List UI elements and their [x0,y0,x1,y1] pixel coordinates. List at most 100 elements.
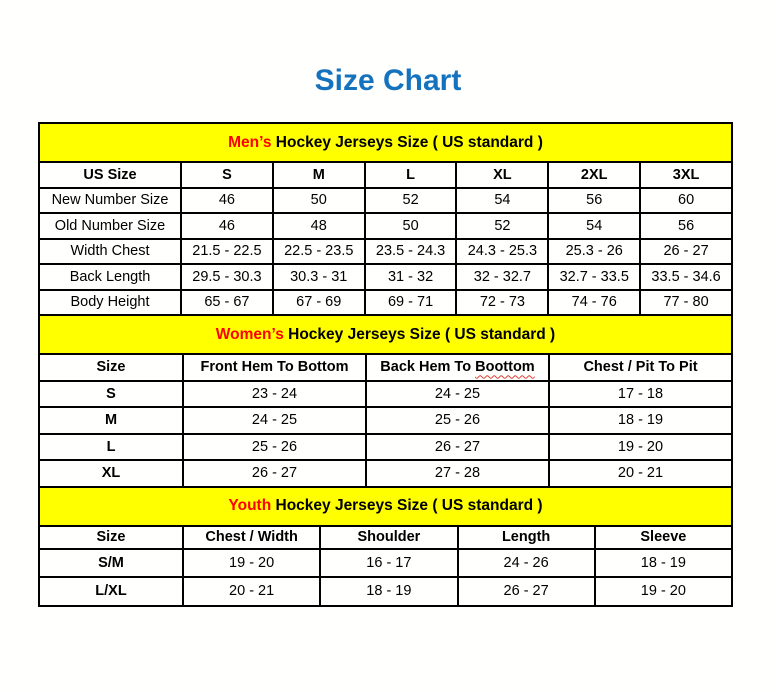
table-cell: 27 - 28 [365,459,550,488]
table-cell: 24 - 26 [456,547,596,578]
table-cell: 50 [363,212,458,240]
column-header: L [363,161,458,189]
table-cell: 69 - 71 [363,288,458,316]
row-header: Old Number Size [38,212,182,240]
column-header: Chest / Width [181,524,322,550]
column-header: Size [38,353,184,382]
column-header: Sleeve [593,524,734,550]
table-row: New Number Size 46 50 52 54 56 60 [38,186,733,214]
table-cell: 72 - 73 [455,288,550,316]
column-header: Shoulder [319,524,459,550]
table-cell: 25.3 - 26 [547,237,642,265]
row-header: L/XL [38,576,184,607]
youth-banner-text: Hockey Jerseys Size ( US standard ) [271,497,543,514]
table-cell: 46 [180,212,274,240]
table-cell: 24 - 25 [365,379,550,408]
table-cell: 20 - 21 [548,459,733,488]
size-chart: Men’s Hockey Jerseys Size ( US standard … [38,122,734,607]
column-header: Chest / Pit To Pit [548,353,733,382]
misspelled-word: Boottom [475,359,535,376]
womens-size-table: Size Front Hem To Bottom Back Hem To Boott… [38,353,733,488]
table-cell: 26 - 27 [182,459,367,488]
table-row: S 23 - 24 24 - 25 17 - 18 [38,379,733,408]
table-cell: 16 - 17 [319,547,459,578]
header-row: US Size S M L XL 2XL 3XL [38,161,733,189]
youth-size-table: Size Chest / Width Shoulder Length Sleeve S/M… [38,524,734,607]
table-cell: 65 - 67 [180,288,274,316]
table-cell: 18 - 19 [593,547,734,578]
row-header: XL [38,459,184,488]
table-row: Width Chest 21.5 - 22.5 22.5 - 23.5 23.5 - … [38,237,733,265]
table-cell: 33.5 - 34.6 [639,263,733,291]
row-header: S [38,379,184,408]
womens-section-banner: Women’s Hockey Jerseys Size ( US standar… [38,314,733,355]
table-row: L/XL 20 - 21 18 - 19 26 - 27 19 - 20 [38,576,734,607]
mens-section-banner: Men’s Hockey Jerseys Size ( US standard … [38,122,733,163]
row-header: New Number Size [38,186,182,214]
header-row: Size Chest / Width Shoulder Length Sleeve [38,524,734,550]
table-row: Back Length 29.5 - 30.3 30.3 - 31 31 - 32 32… [38,263,733,291]
mens-banner-highlight: Men’s [228,133,272,151]
column-header: Size [38,524,184,550]
table-cell: 22.5 - 23.5 [271,237,366,265]
table-cell: 19 - 20 [548,432,733,461]
table-cell: 74 - 76 [547,288,642,316]
womens-banner-highlight: Women’s [215,325,284,343]
table-cell: 60 [639,186,733,214]
table-cell: 26 - 27 [456,576,596,607]
youth-section-banner: Youth Hockey Jerseys Size ( US standard … [38,485,733,527]
table-cell: 67 - 69 [271,288,366,316]
table-cell: 46 [180,186,274,214]
table-cell: 32 - 32.7 [455,263,550,291]
column-header: 3XL [639,161,733,189]
table-row: Old Number Size 46 48 50 52 54 56 [38,212,733,240]
row-header: M [38,406,184,435]
row-header: S/M [38,547,184,578]
column-header: S [180,161,274,189]
womens-banner-text: Hockey Jerseys Size ( US standard ) [283,325,556,343]
table-cell: 25 - 26 [182,432,367,461]
table-row: M 24 - 25 25 - 26 18 - 19 [38,406,733,435]
column-header: US Size [38,161,182,189]
column-header: 2XL [547,161,642,189]
table-cell: 23.5 - 24.3 [363,237,458,265]
table-cell: 32.7 - 33.5 [547,263,642,291]
table-cell: 26 - 27 [639,237,733,265]
youth-banner-highlight: Youth [228,497,272,514]
table-row: XL 26 - 27 27 - 28 20 - 21 [38,459,733,488]
table-cell: 31 - 32 [363,263,458,291]
page-title: Size Chart [314,64,462,97]
column-header: Front Hem To Bottom [182,353,367,382]
table-cell: 18 - 19 [548,406,733,435]
table-cell: 23 - 24 [182,379,367,408]
column-header: Back Hem To Boottom [365,353,550,382]
table-cell: 54 [547,212,642,240]
mens-size-table: US Size S M L XL 2XL 3XL New Number Size 46 50 52 5… [38,161,733,316]
row-header: Width Chest [38,237,182,265]
column-header: M [271,161,366,189]
row-header: Body Height [38,288,182,316]
column-header: XL [455,161,550,189]
table-cell: 20 - 21 [181,576,322,607]
table-cell: 29.5 - 30.3 [180,263,274,291]
table-row: L 25 - 26 26 - 27 19 - 20 [38,432,733,461]
row-header: L [38,432,184,461]
table-cell: 24.3 - 25.3 [455,237,550,265]
table-cell: 54 [455,186,550,214]
table-cell: 56 [639,212,733,240]
table-cell: 21.5 - 22.5 [180,237,274,265]
table-cell: 19 - 20 [593,576,734,607]
table-row: S/M 19 - 20 16 - 17 24 - 26 18 - 19 [38,547,734,578]
table-cell: 24 - 25 [182,406,367,435]
table-cell: 17 - 18 [548,379,733,408]
table-cell: 52 [363,186,458,214]
table-cell: 26 - 27 [365,432,550,461]
column-header: Length [456,524,596,550]
table-cell: 50 [271,186,366,214]
table-cell: 48 [271,212,366,240]
mens-banner-text: Hockey Jerseys Size ( US standard ) [271,133,543,151]
table-cell: 18 - 19 [319,576,459,607]
table-cell: 56 [547,186,642,214]
table-cell: 30.3 - 31 [271,263,366,291]
row-header: Back Length [38,263,182,291]
